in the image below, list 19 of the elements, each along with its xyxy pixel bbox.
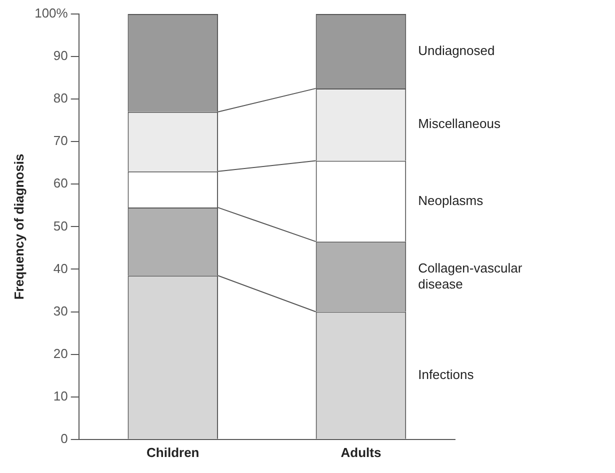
x-tick-label: Children: [146, 444, 200, 460]
y-tick-label: 40: [53, 260, 68, 276]
y-tick-label: 90: [53, 48, 68, 64]
y-tick-label: 60: [53, 176, 68, 191]
y-tick-label: 100%: [34, 6, 68, 21]
series-label: Neoplasms: [418, 192, 484, 208]
y-tick-label: 30: [53, 303, 68, 318]
y-tick-label: 20: [53, 346, 68, 361]
y-tick-label: 70: [53, 133, 68, 148]
series-label: Undiagnosed: [418, 42, 495, 58]
y-tick-label: 0: [60, 430, 68, 446]
series-label: Infections: [418, 366, 474, 382]
y-tick-label: 80: [53, 90, 68, 106]
y-tick-label: 50: [53, 218, 68, 234]
series-label: Miscellaneous: [418, 116, 501, 132]
y-tick-label: 10: [53, 388, 68, 404]
series-label: Collagen-vascular disease: [418, 260, 523, 292]
x-tick-label: Adults: [340, 444, 382, 460]
y-axis-title: Frequency of diagnosis: [11, 154, 26, 300]
